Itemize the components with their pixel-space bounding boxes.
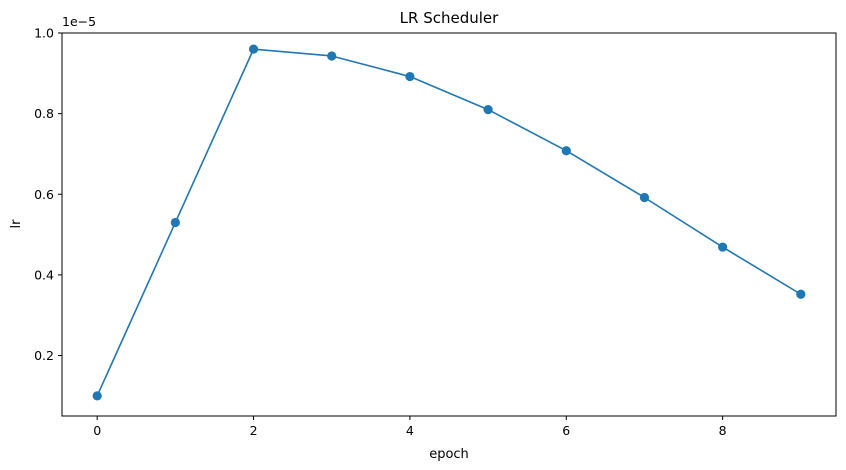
data-point-8 xyxy=(718,242,728,252)
x-tick-label: 6 xyxy=(562,423,570,438)
y-axis-ticks: 0.2 0.4 0.6 0.8 1.0 xyxy=(34,26,62,363)
x-tick-label: 4 xyxy=(406,423,414,438)
x-tick-label: 8 xyxy=(719,423,727,438)
x-axis-ticks: 0 2 4 6 8 xyxy=(93,416,727,438)
data-point-0 xyxy=(92,391,102,401)
series-points-group xyxy=(92,44,806,401)
series-line-group xyxy=(96,48,802,397)
y-tick-label: 0.2 xyxy=(34,348,54,363)
data-point-2 xyxy=(248,44,259,54)
y-axis-scale-label: 1e−5 xyxy=(62,14,96,29)
y-tick-label: 0.6 xyxy=(34,187,54,202)
plot-frame xyxy=(61,32,837,417)
y-tick-label: 1.0 xyxy=(34,26,54,41)
data-point-3 xyxy=(327,51,337,61)
data-point-9 xyxy=(796,289,806,299)
data-point-4 xyxy=(405,71,415,82)
data-point-7 xyxy=(639,192,650,203)
x-tick-label: 2 xyxy=(250,423,258,438)
data-point-6 xyxy=(561,146,571,156)
data-point-1 xyxy=(170,217,180,228)
x-axis-label: epoch xyxy=(429,447,469,462)
data-point-5 xyxy=(483,105,493,115)
series-line xyxy=(96,48,802,397)
x-tick-label: 0 xyxy=(93,423,101,438)
y-tick-label: 0.8 xyxy=(34,106,54,121)
plot-area xyxy=(61,32,837,417)
y-tick-label: 0.4 xyxy=(34,267,54,282)
y-axis-label: lr xyxy=(9,219,24,229)
chart-title: LR Scheduler xyxy=(400,9,499,27)
